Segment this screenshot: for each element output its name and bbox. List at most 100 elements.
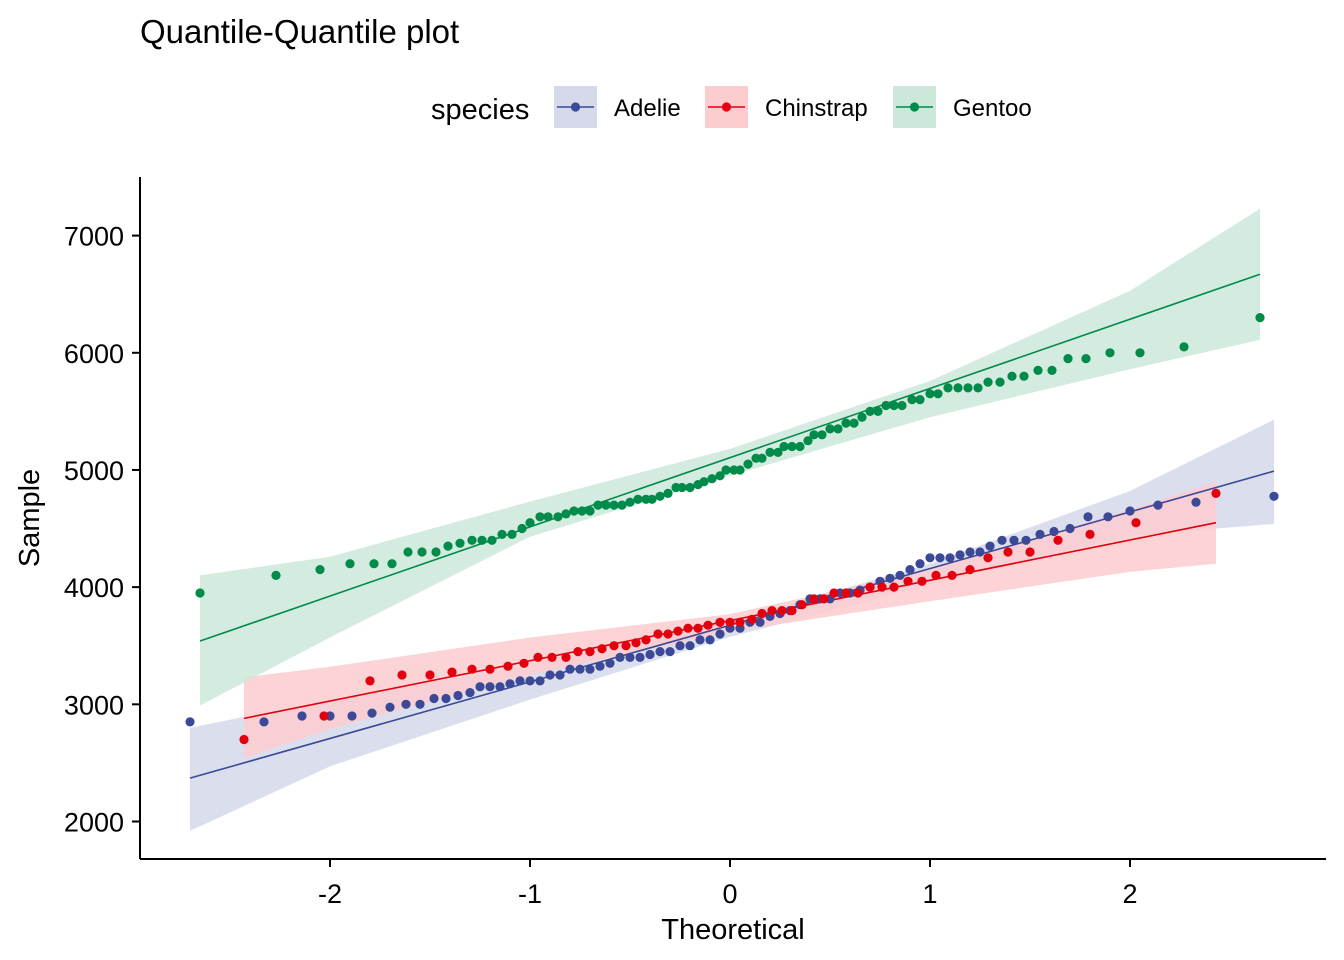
gentoo-point [765,447,775,457]
gentoo-point [417,547,427,557]
chinstrap-point [673,626,683,636]
chinstrap-point [631,638,641,648]
legend-title: species [431,94,529,126]
adelie-point [535,676,545,686]
gentoo-point [1179,342,1189,352]
adelie-point [515,676,525,686]
adelie-point [1049,526,1059,537]
chinstrap-point [829,588,839,598]
y-tick-label: 2000 [64,808,124,838]
adelie-point [401,699,411,709]
chinstrap-point [1003,547,1013,557]
gentoo-point [707,474,717,484]
adelie-point [997,535,1007,545]
chinstrap-point [931,570,941,581]
gentoo-point [943,383,953,393]
gentoo-point [983,377,993,387]
x-tick-label: -1 [518,879,542,909]
gentoo-point [601,500,611,510]
gentoo-point [577,506,587,516]
gentoo-point [915,395,925,405]
chinstrap-point [447,667,457,677]
adelie-point [525,676,535,686]
chinstrap-point [947,570,957,581]
gentoo-point [593,500,603,510]
gentoo-point [625,497,635,507]
y-axis-ticks: 2000 3000 4000 5000 6000 7000 [64,222,140,838]
chinstrap-point [1053,535,1063,545]
gentoo-point [1105,348,1115,358]
chinstrap-point [715,617,725,627]
legend-label: Gentoo [953,95,1032,122]
adelie-point [595,661,605,671]
x-axis-label: Theoretical [661,914,804,946]
adelie-point [259,717,269,727]
chinstrap-point [853,588,863,598]
gentoo-point [779,441,789,452]
adelie-point [453,690,463,701]
chinstrap-point [641,635,651,645]
x-tick-label: 2 [1122,879,1137,909]
gentoo-point [685,482,695,493]
gentoo-point [561,509,571,519]
legend-entry-adelie: Adelie [554,86,681,128]
gentoo-point [585,506,595,516]
adelie-point [1035,529,1045,540]
y-axis-label: Sample [14,469,46,567]
gentoo-point [1255,313,1265,323]
gentoo-point [973,383,983,393]
gentoo-point [833,424,843,434]
adelie-point [1021,535,1031,545]
chinstrap-point [809,594,819,604]
chinstrap-point [485,664,495,674]
gentoo-point [809,430,819,440]
gentoo-point [735,465,745,475]
chinstrap-point [841,588,851,598]
adelie-point [895,570,905,581]
chinstrap-point [467,664,477,674]
gentoo-point [881,400,891,411]
adelie-point [485,682,495,692]
chinstrap-point [683,623,693,633]
chart-title: Quantile-Quantile plot [140,13,459,50]
gentoo-point [849,418,859,428]
chinstrap-point [877,582,887,592]
adelie-point [975,547,985,557]
gentoo-point [195,588,205,598]
gentoo-point [873,406,883,416]
adelie-point [885,573,895,583]
gentoo-point [1019,371,1029,381]
chinstrap-point [917,576,927,586]
gentoo-point [403,547,413,557]
adelie-point [685,641,695,651]
adelie-point [955,550,965,560]
chinstrap-point [663,629,673,639]
gentoo-point [455,538,465,548]
chinstrap-point [319,711,329,721]
adelie-point [675,641,685,651]
y-tick-label: 3000 [64,690,124,720]
legend-key-point [909,102,920,112]
chinstrap-point [653,629,663,639]
gentoo-point [525,518,535,528]
chinstrap-point [903,576,913,586]
adelie-point [297,711,307,721]
chinstrap-point [747,614,757,625]
gentoo-point [497,529,507,540]
y-tick-label: 6000 [64,339,124,369]
plot-area [185,208,1279,831]
adelie-point [985,541,995,551]
chinstrap-point [425,670,435,680]
adelie-point [665,647,675,657]
gentoo-point [773,447,783,457]
gentoo-point [387,559,397,569]
legend: species Adelie Chinstrap Gentoo [431,86,1032,128]
gentoo-point [953,383,963,393]
gentoo-point [1033,365,1043,375]
gentoo-point [507,529,517,540]
chinstrap-point [503,661,513,671]
legend-entry-gentoo: Gentoo [893,86,1032,128]
chinstrap-point [703,620,713,630]
gentoo-point [699,477,709,487]
chinstrap-point [693,623,703,633]
